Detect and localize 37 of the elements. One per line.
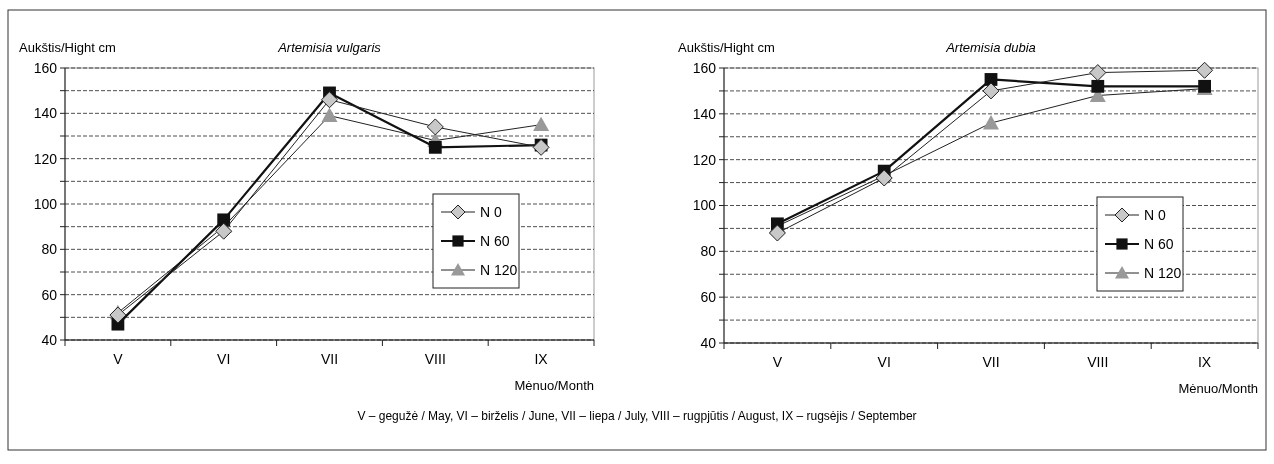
legend-label: N 60 bbox=[480, 232, 510, 249]
y-axis-title: Aukštis/Hight cm bbox=[19, 40, 116, 55]
y-tick-label: 60 bbox=[41, 286, 58, 303]
x-tick-label: VII bbox=[320, 351, 339, 367]
y-tick-label: 160 bbox=[33, 59, 58, 76]
y-tick-label: 100 bbox=[33, 195, 58, 212]
x-tick-label: IX bbox=[534, 351, 549, 367]
x-tick-label: VI bbox=[877, 354, 891, 370]
legend-label: N 60 bbox=[1144, 235, 1174, 252]
x-tick-label: VI bbox=[217, 351, 231, 367]
y-tick-label: 80 bbox=[41, 241, 58, 258]
y-axis-title: Aukštis/Hight cm bbox=[678, 40, 775, 55]
x-tick-label: IX bbox=[1197, 354, 1212, 370]
chart-title: Artemisia dubia bbox=[945, 40, 1036, 55]
y-tick-label: 60 bbox=[700, 289, 717, 306]
y-tick-label: 80 bbox=[700, 243, 717, 260]
x-tick-label: VII bbox=[982, 354, 1000, 370]
y-tick-label: 100 bbox=[692, 197, 717, 214]
x-axis-title: Mėnuo/Month bbox=[1178, 381, 1258, 396]
x-axis-title: Mėnuo/Month bbox=[514, 378, 594, 393]
chart-title: Artemisia vulgaris bbox=[277, 40, 382, 55]
y-tick-label: 160 bbox=[692, 59, 717, 76]
y-tick-label: 40 bbox=[700, 334, 717, 351]
y-tick-label: 140 bbox=[692, 105, 717, 122]
legend-label: N 120 bbox=[1144, 264, 1182, 281]
x-tick-label: V bbox=[772, 354, 783, 370]
y-tick-label: 140 bbox=[33, 105, 58, 122]
legend-label: N 0 bbox=[480, 203, 502, 220]
text: V – gegužė / May, VI – birželis / June, VII – liepa / July, VIII – rugpjūtis / August, IX – rugsėjis / September bbox=[357, 409, 917, 423]
x-tick-label: VIII bbox=[1087, 354, 1109, 370]
y-tick-label: 120 bbox=[692, 151, 717, 168]
x-tick-label: V bbox=[113, 351, 124, 367]
x-tick-label: VIII bbox=[424, 351, 446, 367]
legend-label: N 120 bbox=[480, 261, 518, 278]
y-tick-label: 120 bbox=[33, 150, 58, 167]
y-tick-label: 40 bbox=[41, 331, 58, 348]
legend-label: N 0 bbox=[1144, 206, 1166, 223]
